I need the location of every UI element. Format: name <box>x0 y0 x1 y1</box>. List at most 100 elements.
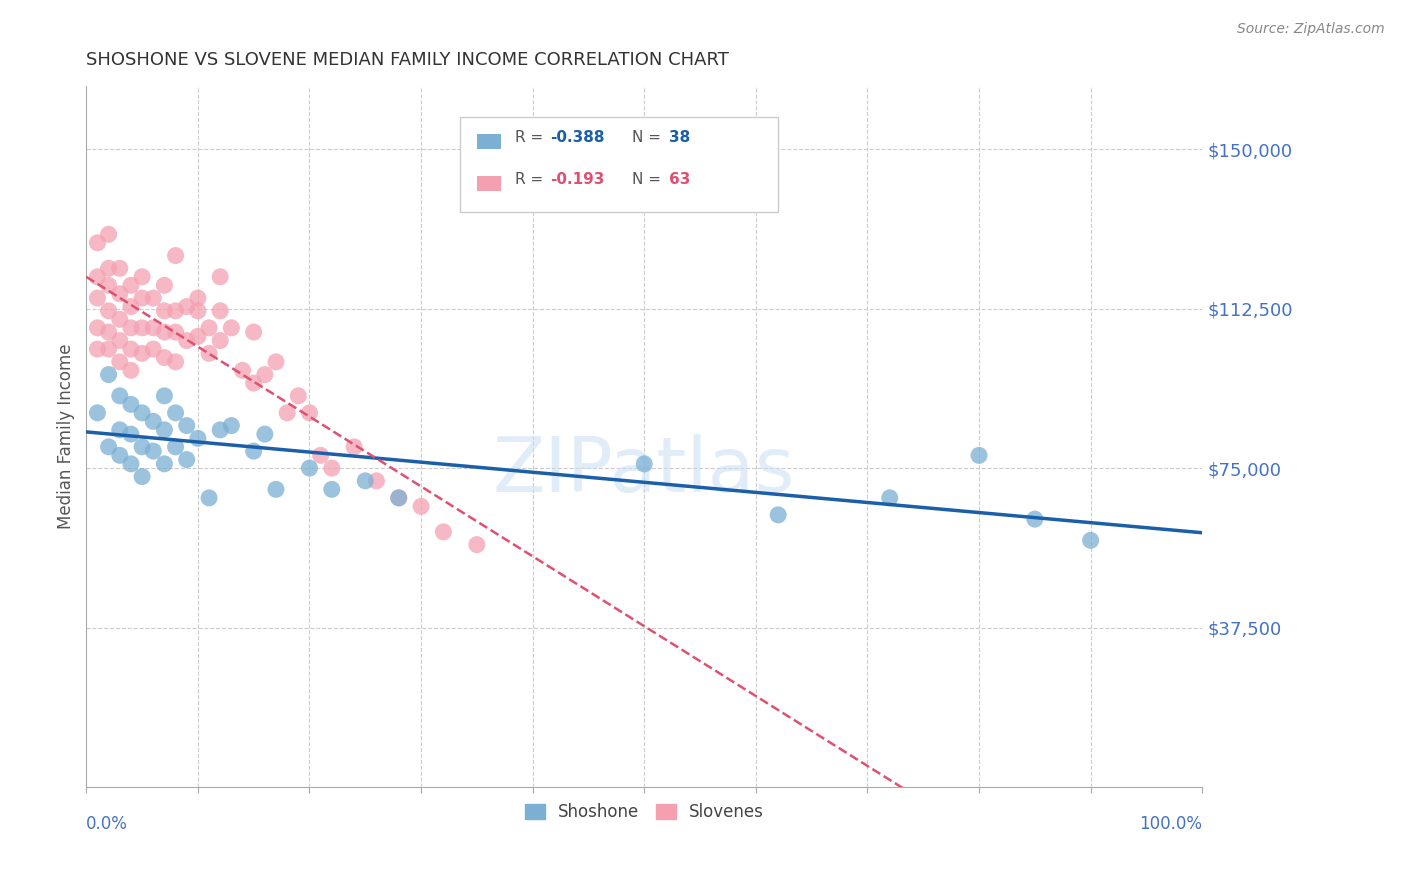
Point <box>165 303 187 318</box>
Point <box>187 329 209 343</box>
Point <box>209 303 232 318</box>
Point <box>321 483 343 497</box>
Point <box>108 448 131 462</box>
Point <box>766 508 789 522</box>
FancyBboxPatch shape <box>477 134 502 149</box>
Point <box>298 406 321 420</box>
Point <box>153 423 176 437</box>
Point <box>153 389 176 403</box>
Point <box>97 440 120 454</box>
Text: ZIPatlas: ZIPatlas <box>494 434 796 508</box>
Point <box>242 444 264 458</box>
Text: R =: R = <box>515 130 548 145</box>
Point <box>231 363 253 377</box>
Point <box>142 414 165 428</box>
Point <box>120 457 142 471</box>
Point <box>253 427 276 442</box>
Point <box>187 291 209 305</box>
Point <box>97 278 120 293</box>
Point <box>97 325 120 339</box>
Point <box>321 461 343 475</box>
Point <box>176 452 198 467</box>
Point <box>86 342 108 356</box>
Point <box>142 291 165 305</box>
Point <box>165 355 187 369</box>
Point <box>209 423 232 437</box>
Point <box>409 500 432 514</box>
Point <box>108 334 131 348</box>
Point <box>97 368 120 382</box>
Point <box>108 261 131 276</box>
Text: 100.0%: 100.0% <box>1139 815 1202 833</box>
Point <box>176 418 198 433</box>
Point <box>165 440 187 454</box>
Text: 0.0%: 0.0% <box>86 815 128 833</box>
Point <box>131 321 153 335</box>
Point <box>142 321 165 335</box>
Point <box>97 303 120 318</box>
Point <box>86 235 108 250</box>
Point <box>86 321 108 335</box>
Text: 63: 63 <box>669 172 690 187</box>
Point <box>86 291 108 305</box>
Point <box>198 321 221 335</box>
Point <box>97 261 120 276</box>
Point <box>97 342 120 356</box>
Point <box>1024 512 1046 526</box>
Point <box>120 321 142 335</box>
Point <box>165 325 187 339</box>
Point <box>388 491 411 505</box>
Point <box>388 491 411 505</box>
Point <box>142 342 165 356</box>
Text: N =: N = <box>631 172 666 187</box>
Point <box>108 286 131 301</box>
Point <box>120 342 142 356</box>
Text: -0.193: -0.193 <box>551 172 605 187</box>
Text: Source: ZipAtlas.com: Source: ZipAtlas.com <box>1237 22 1385 37</box>
Point <box>120 278 142 293</box>
Point <box>108 423 131 437</box>
Text: SHOSHONE VS SLOVENE MEDIAN FAMILY INCOME CORRELATION CHART: SHOSHONE VS SLOVENE MEDIAN FAMILY INCOME… <box>86 51 730 69</box>
Text: -0.388: -0.388 <box>551 130 605 145</box>
Text: 38: 38 <box>669 130 690 145</box>
Text: R =: R = <box>515 172 548 187</box>
Point <box>187 431 209 445</box>
Point <box>633 457 655 471</box>
Point <box>264 355 287 369</box>
Point <box>198 491 221 505</box>
Point <box>131 440 153 454</box>
Text: N =: N = <box>631 130 666 145</box>
Point <box>176 334 198 348</box>
Point <box>298 461 321 475</box>
Point <box>153 457 176 471</box>
Point <box>131 469 153 483</box>
Point <box>153 303 176 318</box>
Point <box>120 427 142 442</box>
Point <box>264 483 287 497</box>
Point <box>165 406 187 420</box>
Point <box>432 524 454 539</box>
Point <box>97 227 120 242</box>
FancyBboxPatch shape <box>477 176 502 192</box>
Point <box>120 363 142 377</box>
Point <box>221 418 243 433</box>
Point <box>131 346 153 360</box>
Point <box>153 325 176 339</box>
Point <box>165 248 187 262</box>
Point <box>108 355 131 369</box>
Legend: Shoshone, Slovenes: Shoshone, Slovenes <box>517 797 770 828</box>
Point <box>967 448 990 462</box>
Point <box>142 444 165 458</box>
Point <box>120 300 142 314</box>
Point <box>131 406 153 420</box>
Point <box>366 474 388 488</box>
Point <box>343 440 366 454</box>
Point <box>120 397 142 411</box>
Point <box>176 300 198 314</box>
Point <box>287 389 309 403</box>
Point <box>276 406 298 420</box>
Point <box>198 346 221 360</box>
Point <box>221 321 243 335</box>
Point <box>86 269 108 284</box>
Y-axis label: Median Family Income: Median Family Income <box>58 343 75 529</box>
